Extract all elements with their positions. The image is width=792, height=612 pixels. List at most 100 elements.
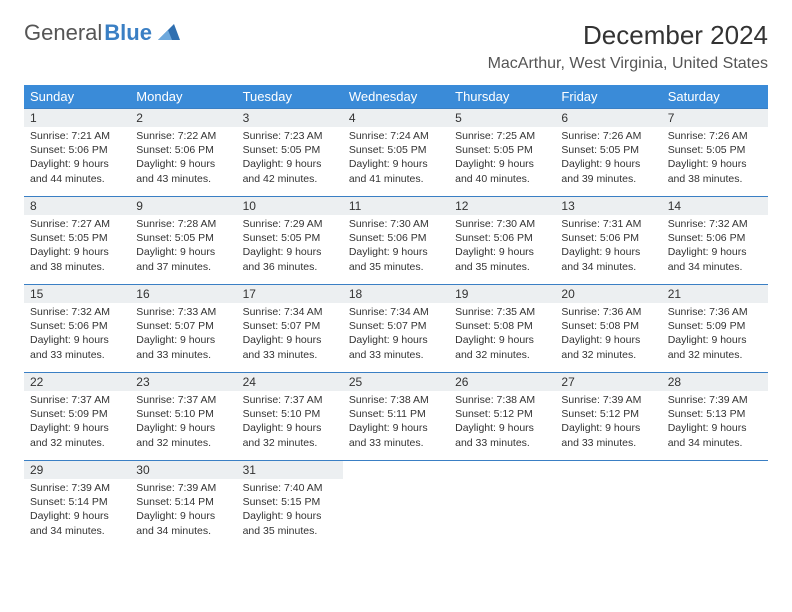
calendar-cell: 23Sunrise: 7:37 AMSunset: 5:10 PMDayligh…	[130, 373, 236, 461]
calendar-cell: 22Sunrise: 7:37 AMSunset: 5:09 PMDayligh…	[24, 373, 130, 461]
weekday-header: Monday	[130, 85, 236, 109]
calendar-cell: 5Sunrise: 7:25 AMSunset: 5:05 PMDaylight…	[449, 109, 555, 197]
day-details: Sunrise: 7:24 AMSunset: 5:05 PMDaylight:…	[343, 127, 449, 190]
logo-triangle-icon	[158, 20, 180, 46]
weekday-header: Thursday	[449, 85, 555, 109]
day-number: 6	[555, 109, 661, 127]
calendar-cell: 31Sunrise: 7:40 AMSunset: 5:15 PMDayligh…	[237, 461, 343, 549]
calendar-cell: 2Sunrise: 7:22 AMSunset: 5:06 PMDaylight…	[130, 109, 236, 197]
day-number: 30	[130, 461, 236, 479]
day-details: Sunrise: 7:35 AMSunset: 5:08 PMDaylight:…	[449, 303, 555, 366]
day-details: Sunrise: 7:26 AMSunset: 5:05 PMDaylight:…	[662, 127, 768, 190]
location: MacArthur, West Virginia, United States	[488, 55, 768, 73]
day-details: Sunrise: 7:37 AMSunset: 5:10 PMDaylight:…	[130, 391, 236, 454]
calendar-cell: 28Sunrise: 7:39 AMSunset: 5:13 PMDayligh…	[662, 373, 768, 461]
day-number: 16	[130, 285, 236, 303]
day-details: Sunrise: 7:36 AMSunset: 5:08 PMDaylight:…	[555, 303, 661, 366]
day-number: 19	[449, 285, 555, 303]
day-number: 11	[343, 197, 449, 215]
calendar-cell: 18Sunrise: 7:34 AMSunset: 5:07 PMDayligh…	[343, 285, 449, 373]
calendar-body: 1Sunrise: 7:21 AMSunset: 5:06 PMDaylight…	[24, 109, 768, 549]
day-number: 15	[24, 285, 130, 303]
day-number: 24	[237, 373, 343, 391]
calendar-cell: 14Sunrise: 7:32 AMSunset: 5:06 PMDayligh…	[662, 197, 768, 285]
calendar-cell: 11Sunrise: 7:30 AMSunset: 5:06 PMDayligh…	[343, 197, 449, 285]
day-details: Sunrise: 7:31 AMSunset: 5:06 PMDaylight:…	[555, 215, 661, 278]
day-details: Sunrise: 7:21 AMSunset: 5:06 PMDaylight:…	[24, 127, 130, 190]
calendar-cell: 12Sunrise: 7:30 AMSunset: 5:06 PMDayligh…	[449, 197, 555, 285]
calendar-cell: 30Sunrise: 7:39 AMSunset: 5:14 PMDayligh…	[130, 461, 236, 549]
day-details: Sunrise: 7:39 AMSunset: 5:14 PMDaylight:…	[130, 479, 236, 542]
calendar-cell: 15Sunrise: 7:32 AMSunset: 5:06 PMDayligh…	[24, 285, 130, 373]
calendar-cell: 16Sunrise: 7:33 AMSunset: 5:07 PMDayligh…	[130, 285, 236, 373]
day-number: 4	[343, 109, 449, 127]
weekday-header: Wednesday	[343, 85, 449, 109]
day-details: Sunrise: 7:38 AMSunset: 5:12 PMDaylight:…	[449, 391, 555, 454]
day-details: Sunrise: 7:25 AMSunset: 5:05 PMDaylight:…	[449, 127, 555, 190]
day-number: 8	[24, 197, 130, 215]
calendar-cell	[343, 461, 449, 549]
calendar-cell: 3Sunrise: 7:23 AMSunset: 5:05 PMDaylight…	[237, 109, 343, 197]
day-number: 7	[662, 109, 768, 127]
day-details: Sunrise: 7:28 AMSunset: 5:05 PMDaylight:…	[130, 215, 236, 278]
day-number: 28	[662, 373, 768, 391]
calendar-cell: 4Sunrise: 7:24 AMSunset: 5:05 PMDaylight…	[343, 109, 449, 197]
calendar-cell: 19Sunrise: 7:35 AMSunset: 5:08 PMDayligh…	[449, 285, 555, 373]
calendar-row: 15Sunrise: 7:32 AMSunset: 5:06 PMDayligh…	[24, 285, 768, 373]
day-details: Sunrise: 7:32 AMSunset: 5:06 PMDaylight:…	[24, 303, 130, 366]
calendar-cell: 21Sunrise: 7:36 AMSunset: 5:09 PMDayligh…	[662, 285, 768, 373]
weekday-header: Saturday	[662, 85, 768, 109]
calendar-row: 22Sunrise: 7:37 AMSunset: 5:09 PMDayligh…	[24, 373, 768, 461]
calendar-cell: 13Sunrise: 7:31 AMSunset: 5:06 PMDayligh…	[555, 197, 661, 285]
day-number: 1	[24, 109, 130, 127]
day-number: 12	[449, 197, 555, 215]
logo-text-blue: Blue	[104, 20, 152, 46]
logo-text-general: General	[24, 20, 102, 46]
day-number: 14	[662, 197, 768, 215]
day-number: 27	[555, 373, 661, 391]
day-details: Sunrise: 7:30 AMSunset: 5:06 PMDaylight:…	[343, 215, 449, 278]
day-details: Sunrise: 7:34 AMSunset: 5:07 PMDaylight:…	[343, 303, 449, 366]
day-details: Sunrise: 7:33 AMSunset: 5:07 PMDaylight:…	[130, 303, 236, 366]
day-details: Sunrise: 7:27 AMSunset: 5:05 PMDaylight:…	[24, 215, 130, 278]
calendar-cell: 26Sunrise: 7:38 AMSunset: 5:12 PMDayligh…	[449, 373, 555, 461]
title-block: December 2024 MacArthur, West Virginia, …	[488, 20, 768, 73]
day-details: Sunrise: 7:39 AMSunset: 5:14 PMDaylight:…	[24, 479, 130, 542]
calendar-cell	[449, 461, 555, 549]
day-details: Sunrise: 7:39 AMSunset: 5:12 PMDaylight:…	[555, 391, 661, 454]
calendar-cell: 8Sunrise: 7:27 AMSunset: 5:05 PMDaylight…	[24, 197, 130, 285]
day-details: Sunrise: 7:26 AMSunset: 5:05 PMDaylight:…	[555, 127, 661, 190]
day-number: 18	[343, 285, 449, 303]
day-number: 25	[343, 373, 449, 391]
header: GeneralBlue December 2024 MacArthur, Wes…	[24, 20, 768, 73]
day-details: Sunrise: 7:29 AMSunset: 5:05 PMDaylight:…	[237, 215, 343, 278]
weekday-header-row: SundayMondayTuesdayWednesdayThursdayFrid…	[24, 85, 768, 109]
calendar-cell	[555, 461, 661, 549]
calendar-row: 8Sunrise: 7:27 AMSunset: 5:05 PMDaylight…	[24, 197, 768, 285]
day-number: 3	[237, 109, 343, 127]
day-number: 31	[237, 461, 343, 479]
day-number: 10	[237, 197, 343, 215]
calendar-cell: 7Sunrise: 7:26 AMSunset: 5:05 PMDaylight…	[662, 109, 768, 197]
day-number: 20	[555, 285, 661, 303]
day-number: 5	[449, 109, 555, 127]
calendar-cell	[662, 461, 768, 549]
day-details: Sunrise: 7:30 AMSunset: 5:06 PMDaylight:…	[449, 215, 555, 278]
calendar-cell: 25Sunrise: 7:38 AMSunset: 5:11 PMDayligh…	[343, 373, 449, 461]
day-number: 2	[130, 109, 236, 127]
calendar-row: 1Sunrise: 7:21 AMSunset: 5:06 PMDaylight…	[24, 109, 768, 197]
day-details: Sunrise: 7:38 AMSunset: 5:11 PMDaylight:…	[343, 391, 449, 454]
calendar-table: SundayMondayTuesdayWednesdayThursdayFrid…	[24, 85, 768, 549]
calendar-cell: 27Sunrise: 7:39 AMSunset: 5:12 PMDayligh…	[555, 373, 661, 461]
weekday-header: Tuesday	[237, 85, 343, 109]
weekday-header: Sunday	[24, 85, 130, 109]
calendar-cell: 9Sunrise: 7:28 AMSunset: 5:05 PMDaylight…	[130, 197, 236, 285]
calendar-cell: 6Sunrise: 7:26 AMSunset: 5:05 PMDaylight…	[555, 109, 661, 197]
day-number: 29	[24, 461, 130, 479]
calendar-cell: 10Sunrise: 7:29 AMSunset: 5:05 PMDayligh…	[237, 197, 343, 285]
day-details: Sunrise: 7:34 AMSunset: 5:07 PMDaylight:…	[237, 303, 343, 366]
day-number: 21	[662, 285, 768, 303]
day-number: 17	[237, 285, 343, 303]
day-details: Sunrise: 7:36 AMSunset: 5:09 PMDaylight:…	[662, 303, 768, 366]
weekday-header: Friday	[555, 85, 661, 109]
